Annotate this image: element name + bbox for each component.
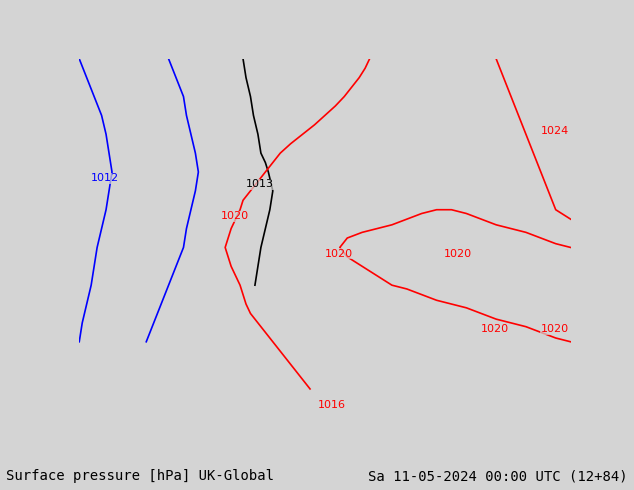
Text: 1020: 1020 <box>541 324 569 334</box>
Text: 1016: 1016 <box>318 400 346 410</box>
Text: 1024: 1024 <box>541 126 569 136</box>
Text: 1013: 1013 <box>246 179 274 189</box>
Text: Sa 11-05-2024 00:00 UTC (12+84): Sa 11-05-2024 00:00 UTC (12+84) <box>368 469 628 483</box>
Text: 1012: 1012 <box>91 173 119 183</box>
Text: 1020: 1020 <box>325 249 353 259</box>
Text: 1020: 1020 <box>221 211 249 221</box>
Text: 1020: 1020 <box>481 324 509 334</box>
Text: Surface pressure [hPa] UK-Global: Surface pressure [hPa] UK-Global <box>6 469 275 483</box>
Text: 1020: 1020 <box>444 249 472 259</box>
